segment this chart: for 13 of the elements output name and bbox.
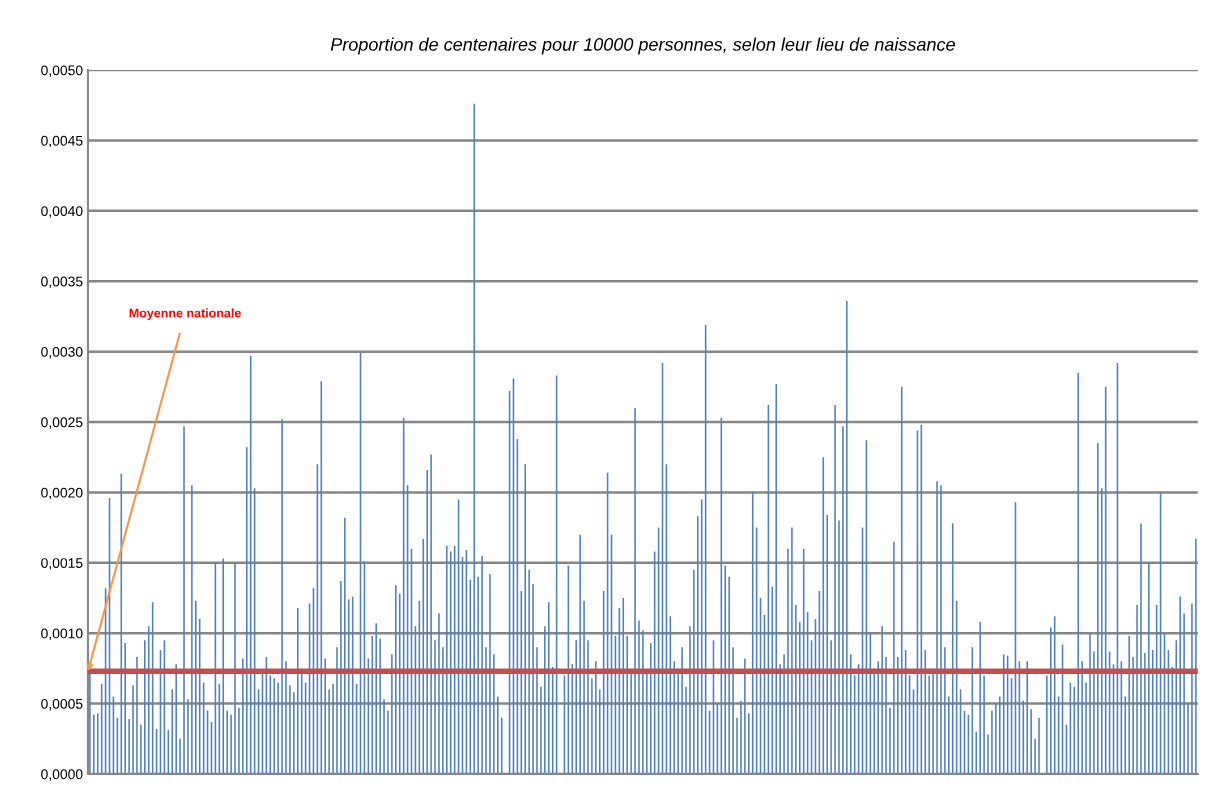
y-tick-label: 0,0005 [41, 698, 83, 711]
chart-title: Proportion de centenaires pour 10000 personnes, selon leur lieu de naissance [330, 37, 955, 55]
y-tick-label: 0,0030 [41, 346, 83, 359]
y-tick-label: 0,0020 [41, 487, 83, 500]
ref-line-label: Moyenne nationale [129, 308, 241, 320]
y-tick-label: 0,0025 [41, 417, 83, 429]
y-tick-label: 0,0035 [41, 276, 83, 289]
y-tick-label: 0,0040 [41, 206, 83, 218]
y-tick-label: 0,0010 [41, 628, 83, 640]
y-tick-label: 0,0045 [41, 135, 83, 148]
y-tick-label: 0,0050 [41, 65, 83, 77]
y-tick-label: 0,0000 [41, 769, 83, 781]
y-tick-label: 0,0015 [41, 558, 83, 570]
